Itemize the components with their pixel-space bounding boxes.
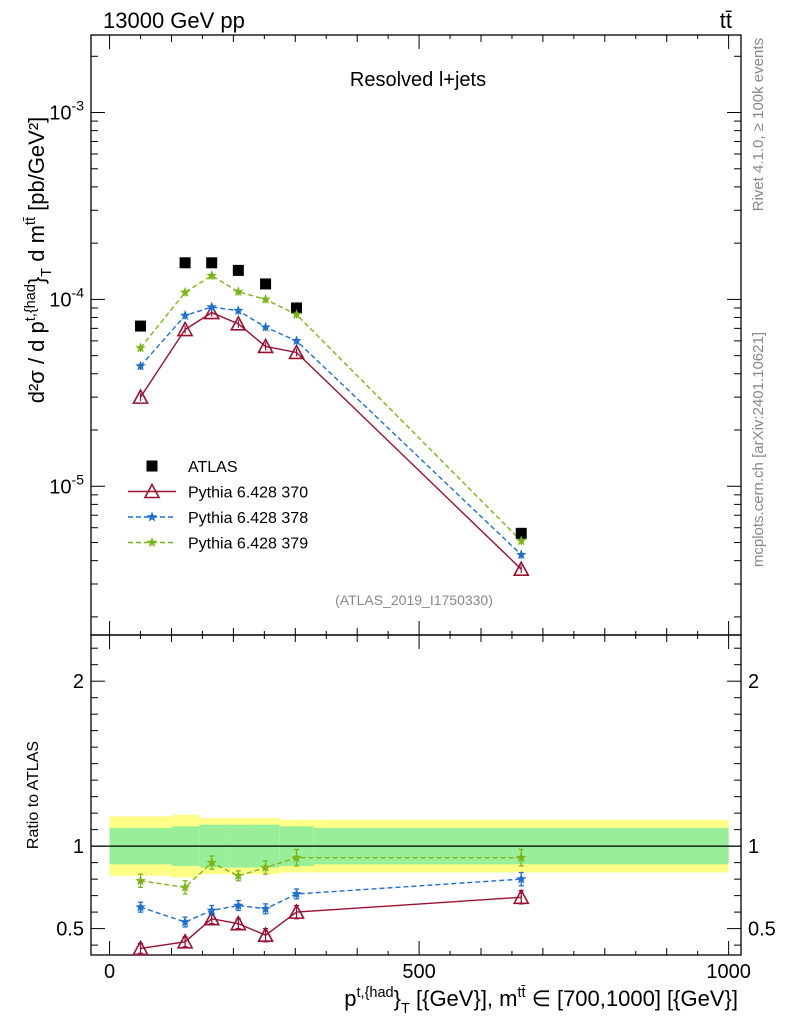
ratio-data-point [135,875,146,886]
legend-marker [146,460,158,472]
data-point [176,320,194,337]
ratio-data-point [179,881,191,892]
x-tick-label: 1000 [706,961,751,983]
ratio-y-tick-label-right: 0.5 [748,919,776,941]
ratio-data-point [257,926,274,943]
legend-label: Pythia 6.428 370 [188,485,308,502]
x-tick-label: 500 [402,961,435,983]
rivet-version-label: Rivet 4.1.0, ≥ 100k events [750,38,767,211]
ratio-data-point [516,873,527,884]
ratio-data-point [260,862,271,873]
ratio-data-point [179,916,191,927]
ratio-y-tick-label: 1 [73,836,84,858]
ratio-y-tick-label-right: 1 [748,836,759,858]
ratio-data-point [135,901,146,912]
legend: ATLAS Pythia 6.428 370 Pythia 6.428 378 Pyt… [128,459,308,553]
data-point [516,535,527,546]
ratio-data-point [291,852,302,863]
series-line [139,311,522,570]
data-point [206,257,218,269]
header-energy-label: 13000 GeV pp [103,8,245,33]
data-point [516,549,527,560]
y-tick-label: 10-3 [49,98,84,125]
ratio-axis-title: Ratio to ATLAS [25,741,42,849]
ratio-data-point [233,900,244,910]
data-point [233,286,244,297]
ratio-y-tick-label: 2 [73,671,84,693]
y-tick-label: 10-5 [49,471,84,498]
ratio-data-point [206,857,217,868]
data-point [135,342,146,353]
series-markers [132,257,530,956]
legend-label: Pythia 6.428 378 [188,510,308,527]
ratio-data-point [229,914,247,931]
data-point [132,388,149,404]
ratio-data-point [233,870,244,881]
ratio-y-tick-label-right: 2 [748,671,759,693]
ratio-series-line [140,896,522,950]
header-process-label: tt̄ [720,8,732,33]
data-point [291,335,302,346]
data-point [515,527,527,539]
data-point [260,278,272,290]
ratio-data-point [512,888,530,905]
legend-marker [146,511,158,522]
ratio-uncertainty-bands [91,814,741,878]
analysis-tag: (ATLAS_2019_I1750330) [335,592,493,608]
data-point [206,301,217,312]
ratio-data-point [288,903,305,919]
x-tick-label: 0 [104,961,115,983]
data-point [232,264,244,276]
legend-marker [146,537,158,547]
main-axis-title: d²σ / d pt,{had}T d mtt̄ [pb/GeV²] [23,117,55,404]
x-axis-title: pt,{had}T [{GeV}], mtt̄ ∈ [700,1000] [{G… [344,985,738,1017]
data-point [512,560,530,576]
panel-frames [90,34,742,956]
ratio-data-point [132,939,149,956]
ratio-data-point [176,933,194,949]
ratio-data-point [291,888,302,899]
legend-marker [143,482,161,499]
y-tick-label: 10-4 [49,284,84,311]
chart-title: Resolved l+jets [350,69,486,91]
mcplots-credit-label: mcplots.cern.ch [arXiv:2401.10621] [750,332,767,567]
data-point [257,337,274,354]
ratio-data-point [260,903,271,914]
data-point [206,270,217,281]
data-point [179,257,191,269]
data-point [233,305,244,316]
data-point [260,293,271,304]
data-point [203,303,221,320]
data-point [291,309,302,319]
data-point [135,320,147,332]
ratio-data-point [516,852,527,863]
data-point [179,286,191,297]
ratio-data-point [206,904,217,915]
data-point [135,360,146,371]
ratio-data-point [203,910,221,926]
ratio-panel-frame [90,634,742,956]
data-point [260,321,271,332]
data-point [179,310,191,320]
axis-ticks [91,35,741,955]
data-point [288,343,305,360]
legend-label: ATLAS [188,459,238,476]
ratio-y-tick-label: 0.5 [56,919,84,941]
legend-label: Pythia 6.428 379 [188,536,308,553]
data-point [229,315,247,331]
data-point [291,302,303,314]
